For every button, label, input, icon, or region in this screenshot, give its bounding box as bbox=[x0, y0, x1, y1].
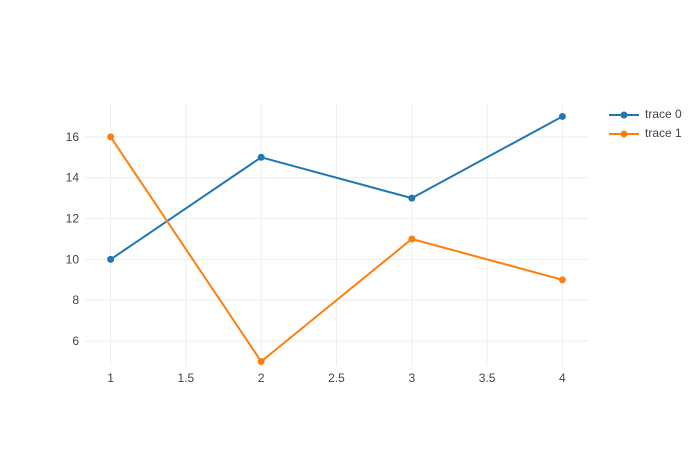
legend-line-marker-sample-trace-0 bbox=[609, 111, 639, 118]
data-point[interactable] bbox=[257, 358, 265, 366]
y-tick-label: 12 bbox=[66, 212, 80, 226]
x-axis-tick-labels: 1 1.5 2 2.5 3 3.5 4 bbox=[107, 371, 566, 385]
legend-line-marker-sample-trace-1 bbox=[609, 130, 639, 137]
data-point[interactable] bbox=[558, 276, 566, 284]
legend: trace 0 trace 1 bbox=[608, 105, 682, 143]
x-tick-label: 2.5 bbox=[328, 371, 345, 385]
data-point[interactable] bbox=[408, 235, 416, 243]
series-line bbox=[109, 115, 564, 261]
y-tick-label: 14 bbox=[66, 171, 80, 185]
legend-sample-marker bbox=[620, 111, 628, 118]
x-tick-label: 1.5 bbox=[178, 371, 195, 385]
series-trace-1 bbox=[107, 133, 566, 366]
data-point[interactable] bbox=[107, 133, 115, 141]
y-axis-tick-labels: 6 8 10 12 14 16 bbox=[66, 130, 80, 348]
legend-label-trace-0: trace 0 bbox=[645, 107, 682, 121]
data-point[interactable] bbox=[408, 194, 416, 202]
y-tick-label: 16 bbox=[66, 130, 80, 144]
x-tick-label: 3.5 bbox=[479, 371, 496, 385]
series-line bbox=[109, 135, 564, 363]
legend-label-trace-1: trace 1 bbox=[645, 126, 682, 140]
data-point[interactable] bbox=[558, 112, 566, 120]
y-tick-label: 8 bbox=[72, 293, 79, 307]
x-tick-label: 4 bbox=[559, 371, 566, 385]
data-point[interactable] bbox=[107, 255, 115, 263]
legend-entry-trace-1[interactable]: trace 1 bbox=[608, 124, 682, 143]
y-tick-label: 6 bbox=[72, 334, 79, 348]
legend-entry-trace-0[interactable]: trace 0 bbox=[608, 105, 682, 124]
data-point[interactable] bbox=[257, 153, 265, 161]
x-tick-label: 3 bbox=[408, 371, 415, 385]
y-tick-label: 10 bbox=[66, 252, 80, 266]
legend-sample-marker bbox=[620, 130, 628, 137]
series-trace-0 bbox=[107, 112, 566, 263]
x-tick-label: 2 bbox=[258, 371, 265, 385]
x-tick-label: 1 bbox=[107, 371, 114, 385]
